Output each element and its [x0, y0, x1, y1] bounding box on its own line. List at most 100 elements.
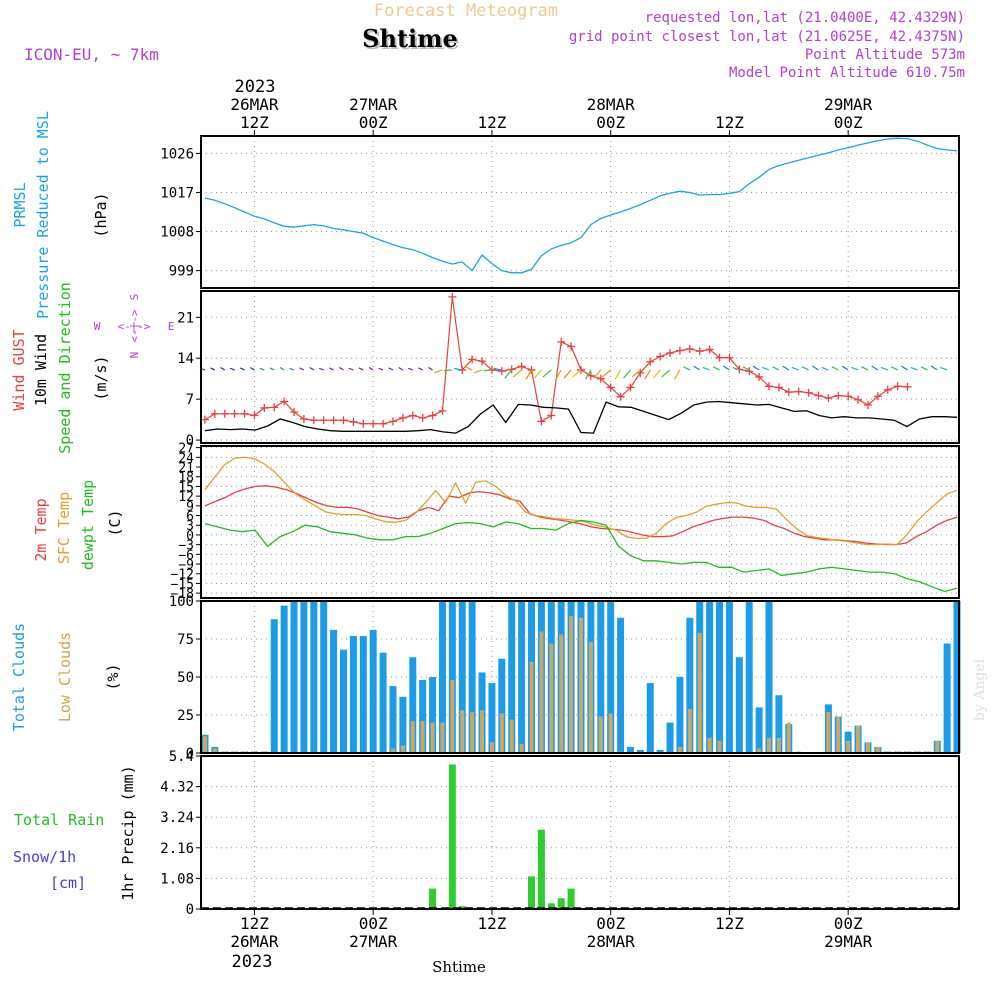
label-low-clouds: Low Clouds [56, 632, 74, 722]
wind-direction-arrow [348, 367, 354, 371]
wind-direction-arrow [742, 366, 750, 371]
low-cloud-bar [677, 746, 682, 753]
total-cloud-bar [310, 601, 318, 753]
wind-direction-arrow [504, 369, 513, 379]
gust-point [715, 353, 724, 362]
y-tick-label: −6 [178, 548, 194, 563]
y-tick-label: 6 [186, 510, 194, 525]
y-tick-label: 1.08 [160, 871, 194, 887]
low-cloud-bar [529, 661, 534, 753]
y-tick-label: 0 [186, 433, 194, 449]
bottom-hour-label: 12Z [715, 914, 744, 933]
low-cloud-bar [539, 631, 544, 753]
total-cloud-bar [646, 683, 654, 753]
wind-direction-arrow [661, 369, 671, 378]
gust-point [369, 419, 378, 428]
label-pressure-msl: Pressure Reduced to MSL [34, 111, 52, 319]
y-tick-label: 25 [177, 708, 194, 724]
y-tick-label: 0 [186, 529, 194, 544]
total-cloud-bar [597, 601, 605, 753]
total-cloud-bar [280, 605, 288, 753]
dewpt-temp-series-line [204, 519, 958, 593]
total-cloud-bar [290, 601, 298, 753]
wind-direction-arrow [443, 369, 453, 372]
wind-direction-arrow [851, 366, 859, 371]
total-cloud-bar [735, 657, 743, 753]
total-cloud-bar [518, 601, 526, 753]
wind-direction-arrow [555, 369, 562, 380]
wind-direction-arrow [631, 369, 641, 378]
wind-direction-arrow [512, 369, 523, 378]
gust-point [210, 409, 219, 418]
low-cloud-bar [202, 736, 207, 753]
total-cloud-bar [330, 629, 338, 753]
top-hour-label: 00Z [596, 113, 625, 132]
top-hour-label: 12Z [240, 113, 269, 132]
total-cloud-bar [359, 635, 367, 753]
gust-point [557, 337, 566, 346]
rain-bar [429, 888, 437, 909]
panel-frame [200, 135, 960, 289]
total-cloud-bar [429, 677, 437, 753]
gust-point [873, 392, 882, 401]
total-cloud-bar [320, 601, 328, 753]
low-cloud-bar [509, 719, 514, 753]
wind-direction-arrow [890, 366, 898, 371]
grid-coords: grid point closest lon,lat (21.0625E, 42… [569, 29, 965, 45]
wind-direction-arrow [493, 367, 502, 371]
label-precip-unit: 1hr Precip (mm) [119, 765, 137, 900]
low-cloud-bar [549, 643, 554, 753]
gust-point [784, 388, 793, 397]
total-cloud-bar [270, 619, 278, 753]
panel-frame [200, 600, 960, 754]
wind-direction-arrow [239, 367, 245, 371]
gust-point [309, 416, 318, 425]
wind-direction-arrow [229, 367, 235, 371]
wind-direction-arrow [821, 366, 829, 371]
wind-direction-arrow [259, 367, 265, 371]
gust-point [883, 385, 892, 394]
gust-point [586, 371, 595, 380]
wind-direction-arrow [358, 367, 364, 371]
wind-direction-arrow [831, 366, 839, 371]
wind-direction-arrow [772, 366, 780, 371]
wind-direction-arrow [453, 367, 463, 371]
gust-point [240, 409, 249, 418]
low-cloud-bar [519, 743, 524, 753]
gust-point [903, 382, 912, 391]
wind-direction-arrow [542, 369, 552, 378]
y-tick-label: 3 [186, 519, 194, 534]
sfc-temp-series-line [204, 456, 958, 546]
gust-point [774, 383, 783, 392]
total-cloud-bar [626, 746, 634, 753]
low-cloud-bar [608, 713, 613, 753]
top-hour-label: 00Z [834, 113, 863, 132]
total-cloud-bar [369, 629, 377, 753]
y-tick-label: 7 [186, 392, 194, 408]
gust-point [299, 415, 308, 424]
gust-point [576, 365, 585, 374]
total-cloud-bar [765, 601, 773, 753]
low-cloud-bar [846, 740, 851, 753]
total-cloud-bar [725, 601, 733, 753]
wind-direction-arrow [871, 365, 879, 371]
total-cloud-bar [676, 677, 684, 753]
station-name: Shtime [362, 24, 458, 53]
wind-direction-arrow [693, 365, 701, 371]
wind-direction-arrow [910, 366, 918, 371]
compass-axis: <-|-> [128, 309, 141, 342]
low-cloud-bar [767, 737, 772, 753]
y-tick-label: −15 [171, 577, 194, 592]
panel-frame [200, 445, 960, 599]
total-cloud-bar [953, 601, 961, 753]
total-cloud-bar [349, 635, 357, 753]
y-tick-label: 12 [178, 490, 194, 505]
rain-bar [557, 898, 565, 909]
low-cloud-bar [865, 742, 870, 753]
gust-point [844, 392, 853, 401]
total-cloud-bar [745, 601, 753, 753]
low-cloud-bar [875, 746, 880, 753]
bottom-hour-label: 12Z [240, 914, 269, 933]
wind-direction-arrow [368, 367, 374, 371]
